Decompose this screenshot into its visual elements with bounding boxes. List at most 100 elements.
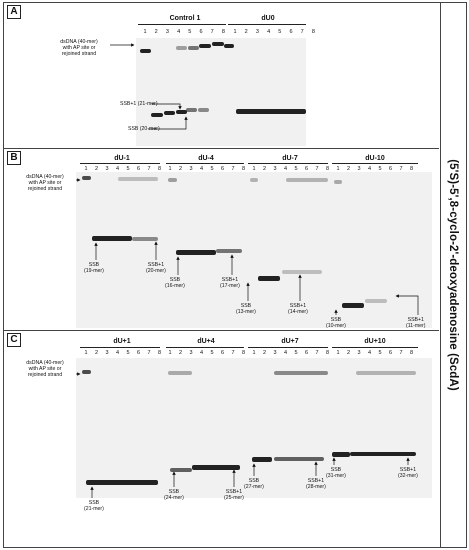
panel-b-group-4: dU-10 bbox=[365, 155, 385, 162]
lane-number: 2 bbox=[178, 166, 183, 172]
panel-a-ssb1-label: SSB+1 (21-mer) bbox=[120, 101, 158, 107]
band bbox=[282, 270, 322, 274]
lane-number: 7 bbox=[315, 350, 319, 356]
lane-number: 5 bbox=[188, 29, 192, 35]
lane-number: 2 bbox=[178, 350, 183, 356]
lane-number: 3 bbox=[255, 29, 259, 35]
band bbox=[168, 371, 192, 375]
lane-number: 6 bbox=[199, 29, 203, 35]
panel-c-group-3: dU+7 bbox=[281, 338, 299, 345]
panel-b: B bbox=[3, 148, 439, 331]
lane-number: 1 bbox=[252, 350, 256, 356]
band bbox=[252, 457, 272, 462]
panel-a-ssb-label: SSB (20-mer) bbox=[128, 126, 160, 132]
lane-number: 3 bbox=[165, 29, 169, 35]
panel-b-group-line-3 bbox=[248, 163, 328, 164]
band bbox=[199, 44, 211, 48]
lane-number: 1 bbox=[84, 350, 88, 356]
panel-c-dsdna-label: dsDNA (40-mer) with AP site or rejoined … bbox=[26, 360, 64, 378]
panel-c-group-1: dU+1 bbox=[113, 338, 131, 345]
lane-number: 5 bbox=[378, 350, 382, 356]
panel-b-dsdna-label: dsDNA (40-mer) with AP site or rejoined … bbox=[26, 174, 64, 192]
lane-number: 5 bbox=[210, 166, 214, 172]
lane-number: 5 bbox=[278, 29, 282, 35]
band bbox=[186, 108, 197, 112]
side-title-box: (5'S)-5',8-cyclo-2'-deoxyadenosine (ScdA… bbox=[440, 2, 467, 548]
lane-number: 3 bbox=[357, 350, 361, 356]
band bbox=[286, 178, 328, 182]
panel-a: A bbox=[3, 2, 439, 149]
panel-c-group-line-4 bbox=[332, 347, 418, 348]
panel-b-ann-ssb1-20: SSB+1 (20-mer) bbox=[146, 262, 166, 274]
panel-c-ann-ssb31: SSB (31-mer) bbox=[326, 467, 346, 479]
lane-number: 3 bbox=[273, 166, 277, 172]
lane-number: 1 bbox=[168, 350, 172, 356]
panel-c-gel bbox=[76, 358, 432, 498]
band bbox=[176, 250, 216, 255]
lane-number: 1 bbox=[168, 166, 172, 172]
band bbox=[118, 177, 158, 181]
lane-number: 6 bbox=[388, 166, 393, 172]
lane-number: 8 bbox=[241, 166, 246, 172]
lane-number: 8 bbox=[221, 29, 225, 35]
band bbox=[365, 299, 387, 303]
lane-number: 2 bbox=[262, 166, 267, 172]
panel-c-ann-ssb1-28: SSB+1 (28-mer) bbox=[306, 478, 326, 490]
band bbox=[164, 111, 175, 115]
lane-number: 8 bbox=[157, 350, 162, 356]
band bbox=[86, 480, 158, 485]
band bbox=[176, 46, 187, 50]
lane-number: 2 bbox=[94, 166, 99, 172]
lane-number: 6 bbox=[289, 29, 293, 35]
lane-number: 2 bbox=[346, 350, 351, 356]
lane-number: 3 bbox=[105, 350, 109, 356]
panel-c-ann-ssb27: SSB (27-mer) bbox=[244, 478, 264, 490]
lane-number: 7 bbox=[300, 29, 304, 35]
band bbox=[188, 46, 199, 50]
panel-b-ann-ssb1-11: SSB+1 (11-mer) bbox=[406, 317, 426, 329]
panel-c-ann-ssb21: SSB (21-mer) bbox=[84, 500, 104, 512]
band bbox=[151, 113, 163, 117]
panel-b-ann-ssb10: SSB (10-mer) bbox=[326, 317, 346, 329]
band bbox=[250, 178, 258, 182]
lane-number: 1 bbox=[336, 166, 340, 172]
panel-c-ann-ssb24: SSB (24-mer) bbox=[164, 489, 184, 501]
band bbox=[332, 452, 350, 457]
band bbox=[236, 109, 306, 114]
band bbox=[274, 457, 324, 461]
panel-c-label: C bbox=[7, 333, 21, 347]
panel-a-label: A bbox=[7, 5, 21, 19]
lane-number: 8 bbox=[241, 350, 246, 356]
panel-c-group-line-3 bbox=[248, 347, 328, 348]
lane-number: 3 bbox=[357, 166, 361, 172]
band bbox=[82, 176, 91, 180]
panel-b-group-3: dU-7 bbox=[282, 155, 298, 162]
lane-number: 2 bbox=[94, 350, 99, 356]
lane-number: 1 bbox=[143, 29, 147, 35]
lane-number: 4 bbox=[283, 350, 288, 356]
panel-b-ann-ssb1-17: SSB+1 (17-mer) bbox=[220, 277, 240, 289]
band bbox=[356, 371, 416, 375]
lane-number: 5 bbox=[126, 350, 130, 356]
band bbox=[274, 371, 328, 375]
side-title: (5'S)-5',8-cyclo-2'-deoxyadenosine (ScdA… bbox=[447, 159, 459, 391]
lane-number: 7 bbox=[231, 350, 235, 356]
panel-a-dsdna-label: dsDNA (40-mer) with AP site or rejoined … bbox=[60, 39, 98, 57]
lane-number: 8 bbox=[157, 166, 162, 172]
lane-number: 3 bbox=[273, 350, 277, 356]
lane-number: 1 bbox=[336, 350, 340, 356]
band bbox=[212, 42, 224, 46]
lane-number: 7 bbox=[399, 166, 403, 172]
panel-a-group-du0: dU0 bbox=[261, 15, 275, 22]
lane-number: 4 bbox=[199, 166, 204, 172]
band bbox=[82, 370, 91, 374]
lane-number: 3 bbox=[189, 166, 193, 172]
band bbox=[192, 465, 240, 470]
lane-number: 6 bbox=[136, 166, 141, 172]
panel-b-group-line-4 bbox=[332, 163, 418, 164]
figure-frame bbox=[3, 2, 441, 548]
panel-c: C bbox=[3, 330, 439, 546]
panel-c-group-line-2 bbox=[166, 347, 244, 348]
panel-b-ann-ssb16: SSB (16-mer) bbox=[165, 277, 185, 289]
band bbox=[168, 178, 177, 182]
